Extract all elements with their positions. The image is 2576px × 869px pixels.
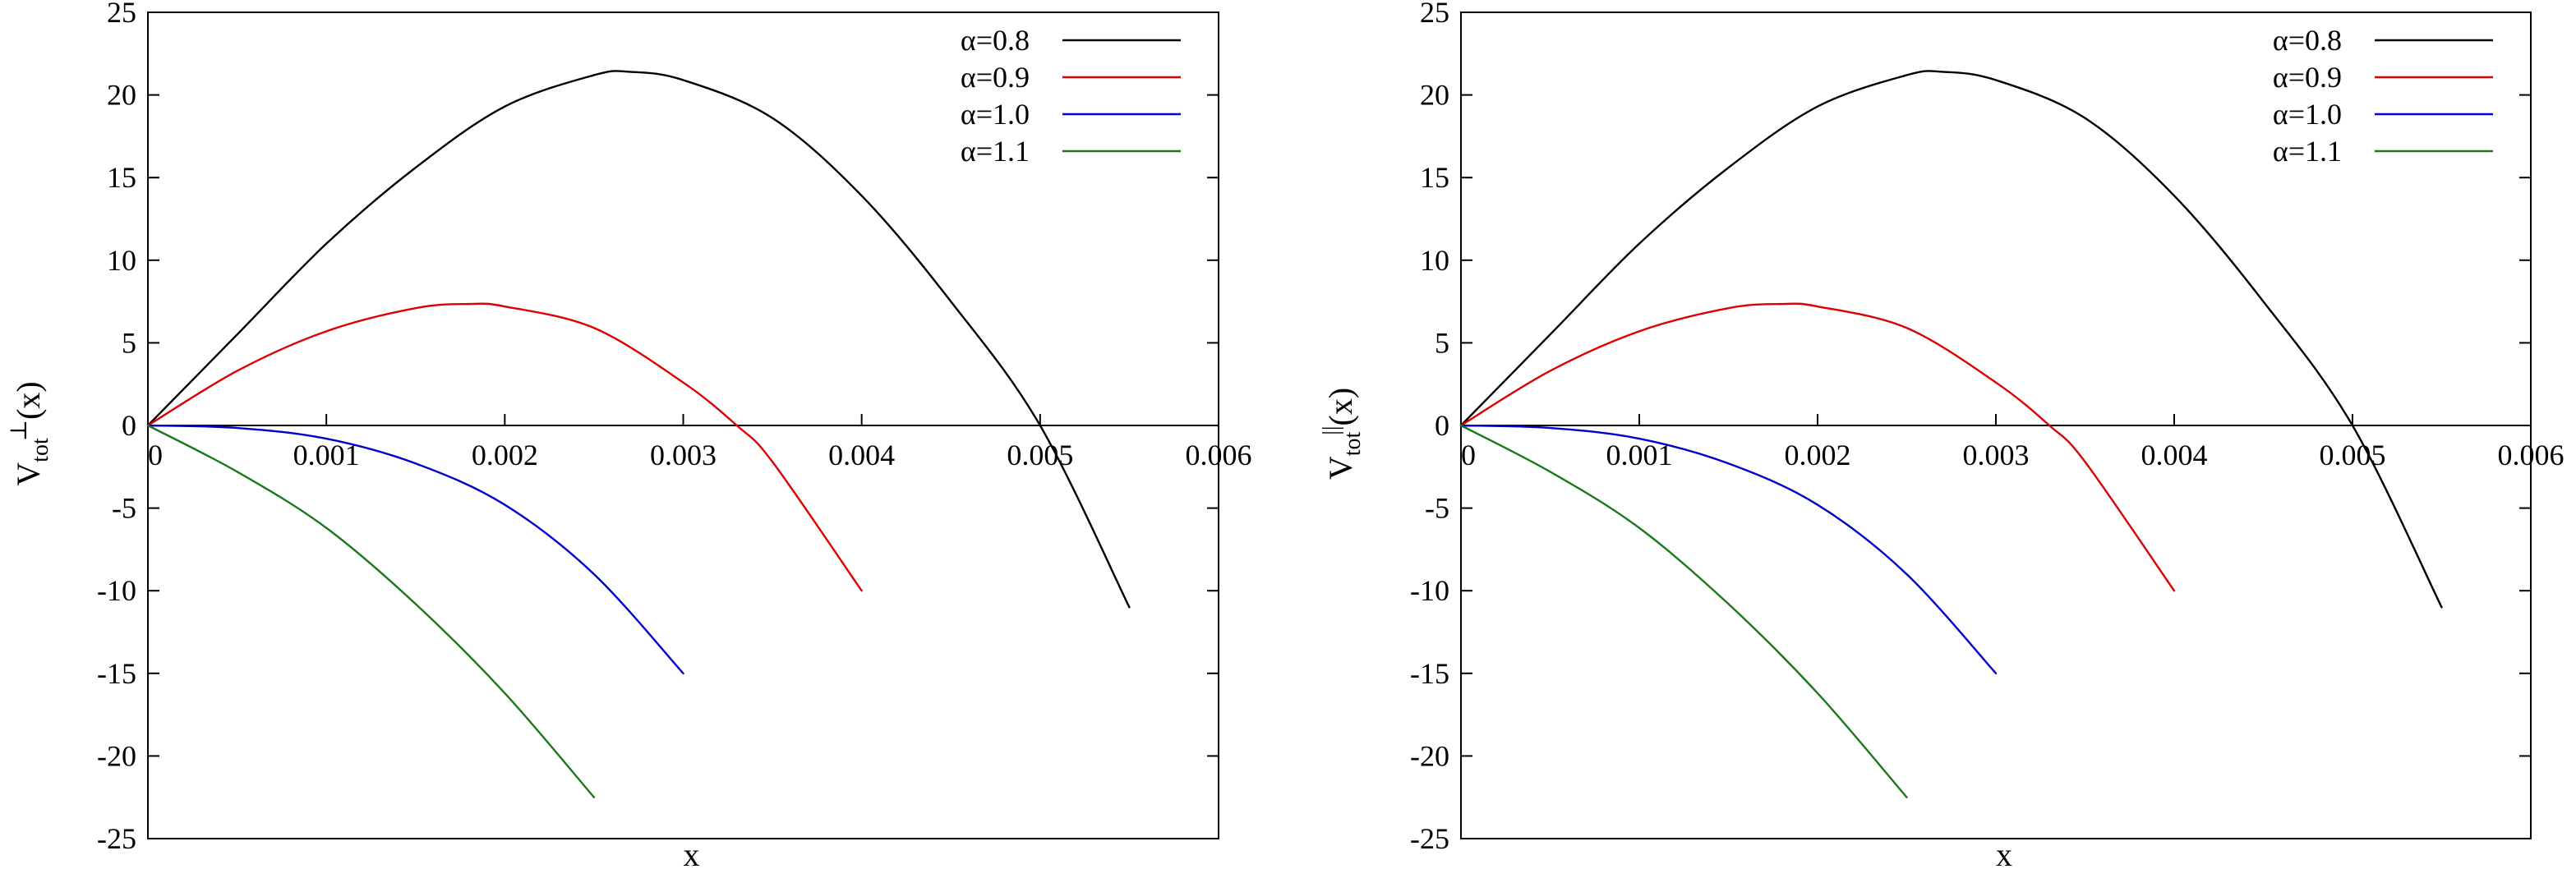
legend-label-4: α=1.1 (961, 135, 1030, 168)
legend-label-4: α=1.1 (2273, 135, 2342, 168)
legend-label-2: α=0.9 (961, 61, 1030, 94)
y-tick-label: -15 (97, 657, 136, 690)
legend-label-2: α=0.9 (2273, 61, 2342, 94)
x-tick-label: 0.002 (472, 439, 538, 471)
y-tick-label: 0 (1435, 409, 1449, 442)
y-tick-label: -10 (97, 574, 136, 607)
x-tick-label: 0.004 (828, 439, 895, 471)
x-tick-label: 0.003 (1963, 439, 2030, 471)
y-tick-label: -5 (112, 492, 136, 525)
x-axis-title: x (1996, 836, 2012, 869)
y-tick-label: 5 (1435, 326, 1449, 359)
legend-label-1: α=0.8 (961, 24, 1030, 57)
y-axis-title: Vtot||(x) (1319, 388, 1366, 480)
legend-label-3: α=1.0 (961, 98, 1030, 131)
y-tick-label: 10 (107, 244, 136, 277)
series-line-2 (146, 302, 863, 592)
y-tick-label: -20 (1410, 739, 1449, 772)
series-line-4 (1459, 424, 1908, 798)
y-tick-label: -25 (1410, 822, 1449, 855)
series-line-3 (1459, 424, 1998, 674)
y-tick-label: 15 (1420, 161, 1449, 194)
x-tick-label: 0.006 (2498, 439, 2564, 471)
series-line-1 (146, 70, 1131, 609)
y-tick-label: 5 (122, 326, 136, 359)
y-tick-label: -20 (97, 739, 136, 772)
x-tick-label: 0.006 (1186, 439, 1252, 471)
y-tick-label: 25 (1420, 0, 1449, 29)
series-line-2 (1459, 302, 2176, 592)
x-tick-label: 0.005 (1007, 439, 1073, 471)
x-tick-label: 0.005 (2320, 439, 2386, 471)
y-tick-label: 15 (107, 161, 136, 194)
y-tick-label: 20 (107, 79, 136, 112)
y-tick-label: -25 (97, 822, 136, 855)
x-tick-label: 0.004 (2141, 439, 2208, 471)
y-tick-label: 10 (1420, 244, 1449, 277)
y-tick-label: 20 (1420, 79, 1449, 112)
y-tick-label: 0 (122, 409, 136, 442)
y-tick-label: -5 (1425, 492, 1449, 525)
x-tick-label: 0.002 (1785, 439, 1851, 471)
legend-label-1: α=0.8 (2273, 24, 2342, 57)
x-axis-title: x (684, 836, 700, 869)
y-axis-title: Vtot⊥(x) (7, 381, 53, 485)
y-tick-label: -10 (1410, 574, 1449, 607)
series-line-3 (146, 424, 684, 674)
legend-label-3: α=1.0 (2273, 98, 2342, 131)
series-line-4 (146, 424, 596, 798)
series-line-1 (1459, 70, 2443, 609)
x-tick-label: 0 (148, 439, 163, 471)
x-tick-label: 0.003 (650, 439, 717, 471)
y-tick-label: -15 (1410, 657, 1449, 690)
x-tick-label: 0 (1461, 439, 1476, 471)
y-tick-label: 25 (107, 0, 136, 29)
